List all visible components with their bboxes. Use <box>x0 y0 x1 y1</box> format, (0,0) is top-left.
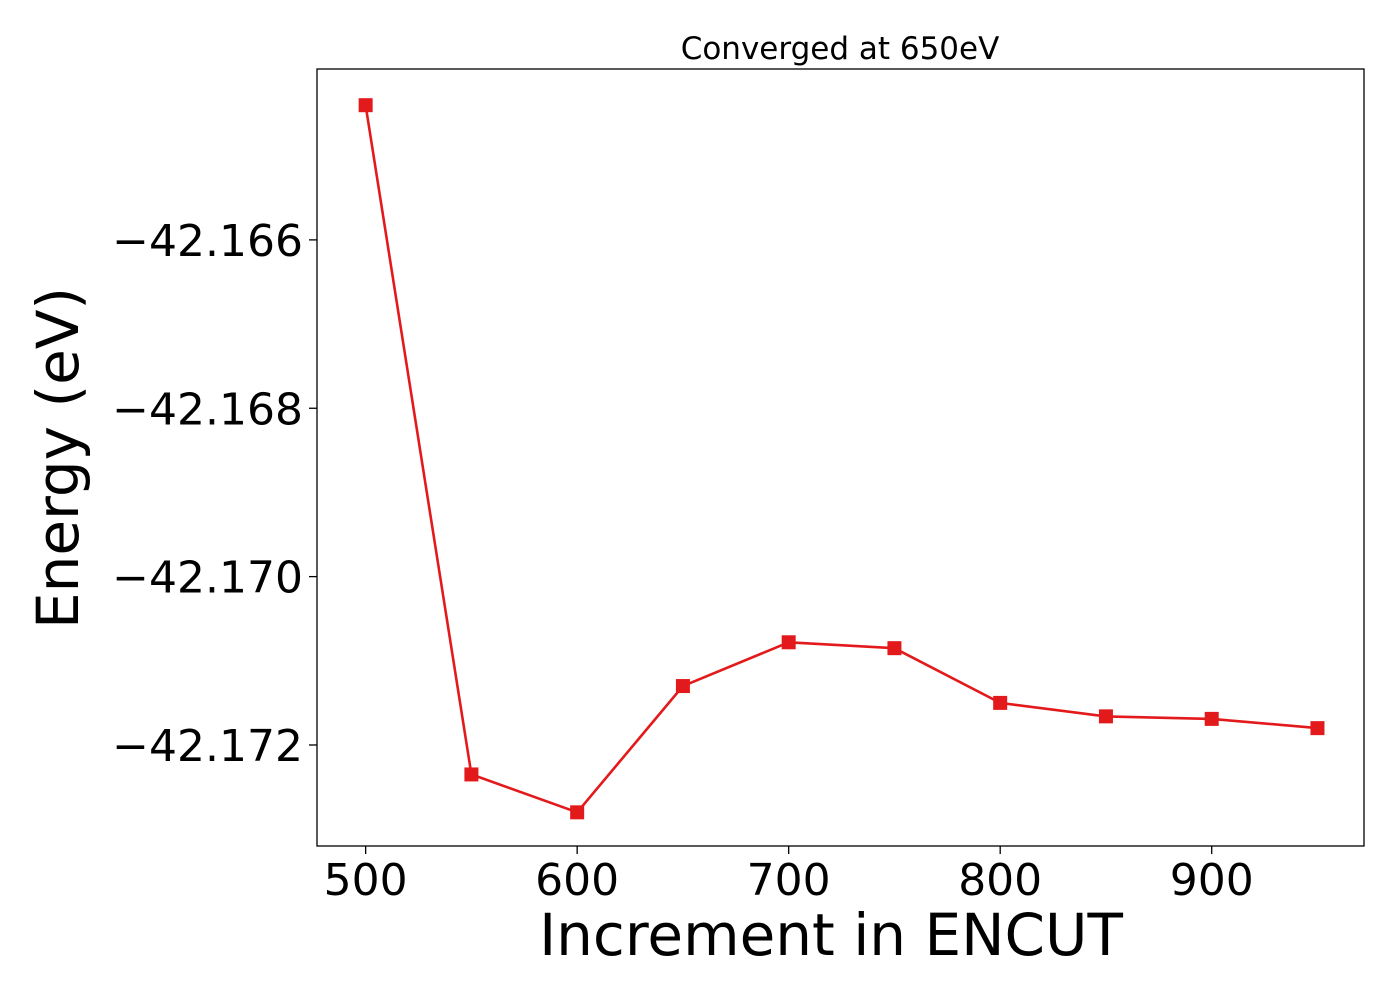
data-point-marker <box>887 641 902 656</box>
x-axis: 500 600 700 800 900 <box>324 846 1254 906</box>
y-tick-label: −42.168 <box>112 384 303 435</box>
data-point-marker <box>1310 721 1325 736</box>
y-axis-title: Energy (eV) <box>24 287 92 629</box>
x-tick-label: 900 <box>1170 855 1254 906</box>
data-point-marker <box>464 767 479 782</box>
plot-frame <box>316 68 1365 847</box>
data-point-marker <box>570 805 585 820</box>
data-point-marker <box>1098 709 1113 724</box>
data-point-marker <box>358 98 373 113</box>
y-tick-label: −42.172 <box>112 721 303 772</box>
x-axis-title: Increment in ENCUT <box>539 901 1123 969</box>
y-tick-label: −42.170 <box>112 553 303 604</box>
data-point-marker <box>781 635 796 650</box>
data-point-marker <box>993 695 1008 710</box>
x-tick-label: 600 <box>535 855 619 906</box>
data-point-marker <box>675 679 690 694</box>
chart-title: Converged at 650eV <box>681 31 1000 67</box>
series-line <box>364 104 1318 814</box>
y-tick-label: −42.166 <box>112 216 303 267</box>
plot-area <box>358 98 1325 820</box>
y-axis: −42.166 −42.168 −42.170 −42.172 <box>112 216 317 772</box>
x-tick-label: 700 <box>747 855 831 906</box>
x-tick-label: 800 <box>958 855 1042 906</box>
x-tick-label: 500 <box>324 855 408 906</box>
data-point-marker <box>1204 711 1219 726</box>
